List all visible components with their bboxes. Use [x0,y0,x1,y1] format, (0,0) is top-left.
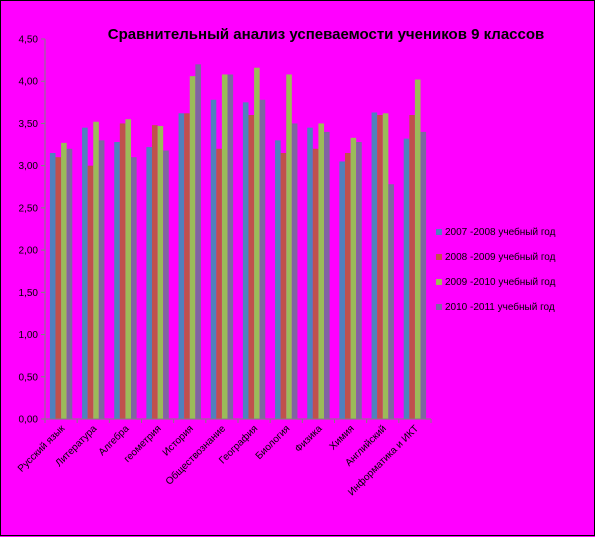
bar [377,115,383,419]
bar [195,64,201,420]
bar [125,119,132,419]
y-tick-label: 0,00 [19,415,39,426]
bar [324,131,330,419]
bar [248,115,255,419]
bar [66,148,73,419]
bar [356,142,362,419]
bar [259,99,266,420]
bar [254,67,260,419]
y-tick-label: 3,00 [19,161,39,172]
bar [131,157,137,419]
x-category-label: Химия [328,423,357,452]
bar [210,99,217,420]
y-tick-label: 1,50 [19,288,39,299]
bar [307,127,313,420]
bar [242,102,249,419]
bar [388,184,394,419]
bar [82,127,88,420]
bar [371,112,378,419]
y-tick-label: 2,50 [19,203,39,214]
bar [420,131,427,419]
y-tick-label: 4,00 [19,77,39,88]
bar [291,123,298,419]
legend-swatch [436,279,442,285]
bar [98,140,105,420]
bar [403,138,410,419]
bar [178,113,185,420]
y-tick-label: 1,00 [19,330,39,341]
bar [151,125,158,419]
bar [227,74,234,419]
legend-label: 2008 -2009 учебный год [445,251,556,263]
bar [146,147,152,420]
bar [55,157,62,419]
x-category-label: Биология [254,423,293,462]
bar [350,137,357,420]
y-tick-label: 3,50 [19,119,39,130]
bar [114,142,120,419]
bar [163,150,169,419]
legend-swatch [436,229,442,235]
bar [157,125,164,419]
bar [286,74,292,419]
bar [275,140,281,420]
bar [87,165,94,419]
legend-swatch [436,254,442,260]
bars [49,64,427,420]
bar [61,142,67,419]
legend: 2007 -2008 учебный год 2008 -2009 учебный… [436,226,556,313]
x-category-label: Физика [293,423,325,455]
bar [216,148,222,419]
bar [339,161,345,419]
bar [49,153,56,419]
y-tick-label: 4,50 [19,35,39,46]
bar [280,153,287,419]
bar [93,121,99,419]
bar [189,76,196,420]
bar [119,123,126,419]
legend-label: 2009 -2010 учебный год [445,276,556,288]
legend-label: 2007 -2008 учебный год [445,226,556,238]
bar [409,115,415,419]
bar [382,113,389,420]
legend-swatch [436,304,442,310]
y-tick-label: 0,50 [19,372,39,383]
bar [221,74,228,419]
x-category-label: Обществознание [163,422,228,487]
bar [184,113,190,420]
bar [344,153,351,419]
y-tick-label: 2,00 [19,246,39,257]
chart-title: Сравнительный анализ успеваемости ученик… [108,26,545,43]
legend-label: 2010 -2011 учебный год [445,301,555,313]
bar [414,79,421,420]
bar [312,148,319,419]
bar [318,123,325,419]
x-axis: Русский языкЛитератураАлгебрагеометрияИс… [16,418,432,498]
y-axis: 0,00 0,50 1,00 1,50 2,00 2,50 3,00 3,50 4,00 4,50 [19,35,46,426]
